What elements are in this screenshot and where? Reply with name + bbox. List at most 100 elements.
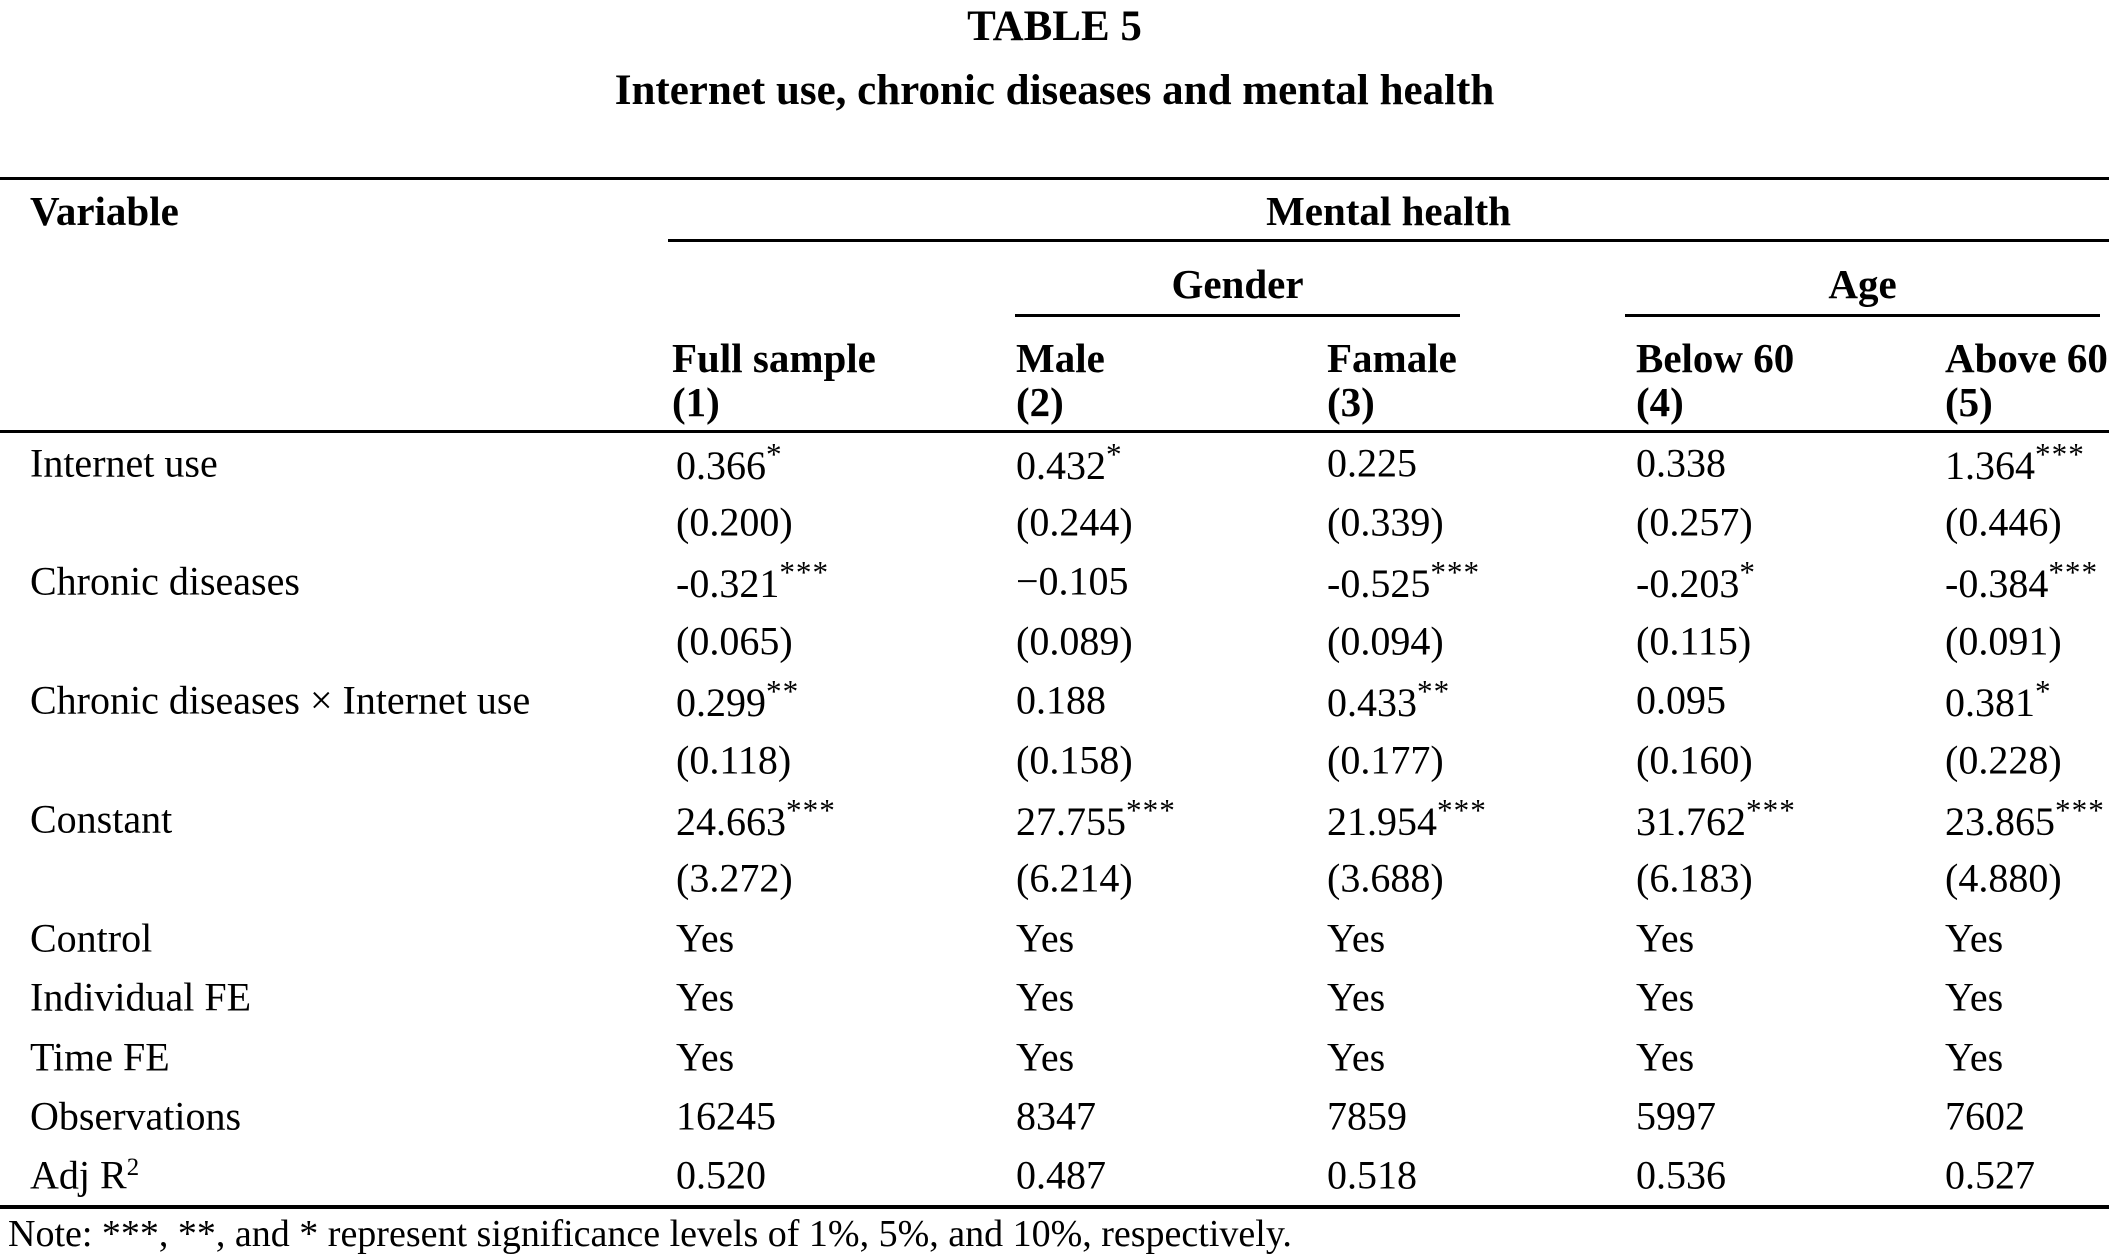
- column-header-variable: Variable: [30, 188, 179, 234]
- table-cell: 1.364***: [1945, 436, 2085, 488]
- row-label: Internet use: [30, 440, 218, 486]
- table-cell: 31.762***: [1636, 793, 1796, 845]
- rule-bottom: [0, 1205, 2109, 1209]
- column-header-famale: Famale (3): [1327, 336, 1457, 424]
- column-header-male: Male (2): [1016, 336, 1105, 424]
- rule-under-column-headers: [0, 430, 2109, 433]
- table-caption: Internet use, chronic diseases and menta…: [614, 67, 1495, 114]
- column-header-full-sample: Full sample (1): [672, 336, 876, 424]
- table-cell: 21.954***: [1327, 793, 1487, 845]
- table-cell: 0.381*: [1945, 674, 2052, 726]
- table-row-observations: Observations 16245 8347 7859 5997 7602: [0, 1086, 2109, 1145]
- row-label: Observations: [30, 1093, 242, 1139]
- table-cell: (0.089): [1016, 618, 1133, 664]
- table-cell: Yes: [1016, 974, 1075, 1020]
- table-row-time-fe: Time FE Yes Yes Yes Yes Yes: [0, 1027, 2109, 1086]
- table-row-interaction-se: (0.118) (0.158) (0.177) (0.160) (0.228): [0, 730, 2109, 789]
- table-row-internet-use: Internet use 0.366* 0.432* 0.225 0.338 1…: [0, 433, 2109, 492]
- table-cell: 7602: [1945, 1093, 2025, 1139]
- table-cell: -0.525***: [1327, 555, 1481, 607]
- table-row-constant-se: (3.272) (6.214) (3.688) (6.183) (4.880): [0, 849, 2109, 908]
- table-cell: (0.065): [676, 618, 793, 664]
- row-label: Adj R2: [30, 1152, 139, 1199]
- table-cell: (3.272): [676, 855, 793, 901]
- table-cell: Yes: [1327, 915, 1386, 961]
- table-cell: Yes: [676, 1034, 735, 1080]
- table-cell: -0.321***: [676, 555, 830, 607]
- table-cell: 0.432*: [1016, 436, 1123, 488]
- column-number: (3): [1327, 379, 1375, 425]
- table-cell: Yes: [1636, 915, 1695, 961]
- column-number: (4): [1636, 379, 1684, 425]
- table-cell: 0.518: [1327, 1152, 1417, 1198]
- column-label: Above 60: [1945, 335, 2108, 381]
- table-cell: (3.688): [1327, 855, 1444, 901]
- column-label: Below 60: [1636, 335, 1795, 381]
- table-cell: Yes: [1016, 915, 1075, 961]
- table-cell: 5997: [1636, 1093, 1716, 1139]
- table-cell: -0.384***: [1945, 555, 2099, 607]
- column-number: (1): [672, 379, 720, 425]
- table-body: Internet use 0.366* 0.432* 0.225 0.338 1…: [0, 433, 2109, 1205]
- column-number: (2): [1016, 379, 1064, 425]
- column-header-above-60: Above 60 (5): [1945, 336, 2108, 424]
- table-cell: −0.105: [1016, 558, 1129, 604]
- column-label: Full sample: [672, 335, 876, 381]
- table-cell: (0.158): [1016, 737, 1133, 783]
- rule-under-age: [1625, 314, 2100, 317]
- row-label: Chronic diseases × Internet use: [30, 677, 531, 723]
- table-cell: Yes: [1636, 974, 1695, 1020]
- table-row-control: Control Yes Yes Yes Yes Yes: [0, 908, 2109, 967]
- table-cell: Yes: [1945, 1034, 2004, 1080]
- table-row-chronic-diseases: Chronic diseases -0.321*** −0.105 -0.525…: [0, 552, 2109, 611]
- table-cell: (0.257): [1636, 499, 1753, 545]
- table-cell: 0.366*: [676, 436, 783, 488]
- table-cell: 23.865***: [1945, 793, 2105, 845]
- adj-r-exponent: 2: [126, 1154, 140, 1182]
- row-label: Time FE: [30, 1034, 170, 1080]
- table-cell: 0.520: [676, 1152, 766, 1198]
- column-number: (5): [1945, 379, 1993, 425]
- table-cell: (0.228): [1945, 737, 2062, 783]
- table-cell: Yes: [676, 915, 735, 961]
- table-cell: (0.091): [1945, 618, 2062, 664]
- table-cell: Yes: [1327, 974, 1386, 1020]
- table-cell: Yes: [1636, 1034, 1695, 1080]
- table-cell: Yes: [1016, 1034, 1075, 1080]
- table-cell: Yes: [1327, 1034, 1386, 1080]
- table-row-individual-fe: Individual FE Yes Yes Yes Yes Yes: [0, 968, 2109, 1027]
- table-cell: (6.214): [1016, 855, 1133, 901]
- table-cell: 0.095: [1636, 677, 1726, 723]
- table-cell: (0.244): [1016, 499, 1133, 545]
- table-cell: 0.299**: [676, 674, 800, 726]
- table-cell: Yes: [1945, 974, 2004, 1020]
- table-cell: 0.487: [1016, 1152, 1106, 1198]
- rule-under-mental-health: [668, 239, 2109, 242]
- significance-note: Note: ***, **, and * represent significa…: [8, 1213, 1292, 1255]
- table-cell: (0.094): [1327, 618, 1444, 664]
- table-cell: 24.663***: [676, 793, 836, 845]
- table-row-constant: Constant 24.663*** 27.755*** 21.954*** 3…: [0, 789, 2109, 848]
- column-label: Famale: [1327, 335, 1457, 381]
- table-cell: 8347: [1016, 1093, 1096, 1139]
- table-cell: 7859: [1327, 1093, 1407, 1139]
- column-header-below-60: Below 60 (4): [1636, 336, 1794, 424]
- rule-under-gender: [1015, 314, 1460, 317]
- group-header-mental-health: Mental health: [1266, 188, 1511, 234]
- row-label: Control: [30, 915, 153, 961]
- table-cell: 0.527: [1945, 1152, 2035, 1198]
- table-cell: 27.755***: [1016, 793, 1176, 845]
- adj-r-label: Adj R: [30, 1152, 127, 1198]
- row-label: Chronic diseases: [30, 558, 300, 604]
- table-cell: 0.433**: [1327, 674, 1451, 726]
- table-cell: (0.446): [1945, 499, 2062, 545]
- table-cell: (0.177): [1327, 737, 1444, 783]
- table-number-title: TABLE 5: [967, 3, 1142, 50]
- row-label: Constant: [30, 796, 173, 842]
- table-cell: (4.880): [1945, 855, 2062, 901]
- table-cell: 0.225: [1327, 440, 1417, 486]
- table-row-chronic-diseases-se: (0.065) (0.089) (0.094) (0.115) (0.091): [0, 611, 2109, 670]
- subgroup-header-age: Age: [1828, 261, 1897, 307]
- table-cell: (6.183): [1636, 855, 1753, 901]
